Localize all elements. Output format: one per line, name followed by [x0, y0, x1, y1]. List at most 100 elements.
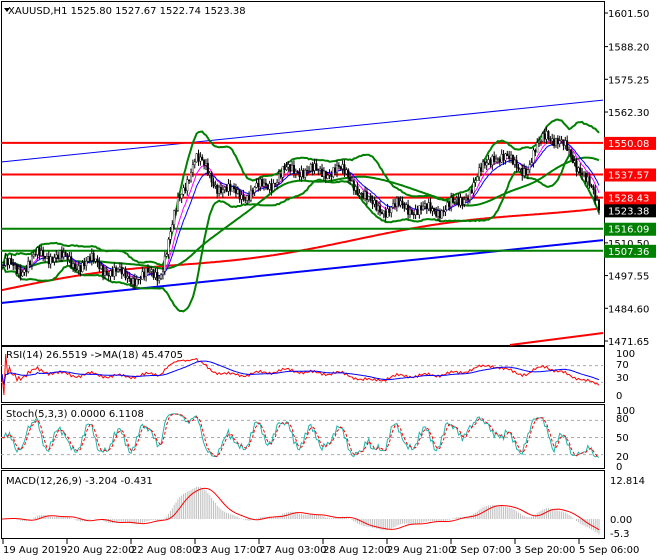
candle	[32, 254, 35, 257]
candle	[341, 164, 344, 169]
dropdown-triangle-icon	[4, 8, 10, 12]
candle	[442, 210, 445, 212]
candle	[270, 183, 273, 191]
candle	[493, 156, 496, 162]
candle	[66, 254, 69, 260]
candle	[2, 264, 5, 266]
macd-title: MACD(12,26,9) -3.204 -0.431	[6, 476, 153, 487]
candle	[437, 210, 440, 217]
candle	[459, 197, 462, 206]
candle	[392, 203, 395, 208]
candle	[240, 194, 243, 200]
candle	[452, 197, 455, 202]
candle	[373, 200, 376, 205]
candle	[562, 139, 565, 146]
candle	[463, 199, 466, 205]
candle	[539, 140, 542, 142]
x-tick-label: 3 Sep 20:00	[515, 545, 575, 556]
y-tick-label: 1588.20	[608, 43, 649, 54]
candle	[438, 210, 441, 219]
candle	[579, 167, 582, 174]
candle	[399, 200, 402, 206]
rsi-ma-line	[1, 360, 600, 385]
candle	[191, 164, 194, 173]
candle	[25, 269, 28, 272]
candle	[103, 271, 106, 276]
price-label-box	[604, 191, 656, 205]
candle	[190, 172, 193, 182]
candle	[216, 184, 219, 194]
candle	[248, 195, 251, 201]
candle	[259, 178, 262, 188]
candle	[70, 256, 73, 268]
candle	[72, 263, 75, 268]
candle	[251, 189, 254, 193]
candle	[79, 265, 82, 272]
candle	[249, 189, 252, 201]
candle	[124, 268, 127, 279]
candle	[169, 231, 172, 240]
ma-long-lower-line	[509, 332, 604, 346]
candle	[40, 250, 43, 256]
candle	[154, 272, 157, 278]
candle	[588, 176, 591, 186]
candle	[300, 170, 303, 178]
candle	[51, 256, 54, 263]
candle	[90, 253, 93, 261]
bollinger-upper	[1, 118, 600, 267]
candle	[199, 156, 202, 162]
candle	[161, 271, 164, 275]
candle	[472, 182, 475, 194]
candle	[350, 180, 353, 182]
x-tick-label: 29 Aug 21:00	[387, 545, 454, 556]
candle	[592, 186, 595, 190]
candle	[165, 254, 168, 257]
candle	[489, 159, 492, 165]
candle	[470, 189, 473, 194]
candle	[263, 182, 266, 187]
y-tick-label: 1601.50	[608, 9, 649, 20]
candle	[100, 265, 103, 269]
candle	[17, 268, 20, 274]
candle	[178, 197, 181, 199]
candle	[429, 202, 432, 212]
candle	[321, 168, 324, 177]
candle	[517, 167, 520, 170]
candle	[77, 265, 80, 271]
candle	[465, 198, 468, 200]
candle	[102, 265, 105, 276]
candle	[502, 154, 505, 161]
candle	[158, 278, 161, 281]
candle	[596, 199, 599, 201]
candle	[337, 164, 340, 167]
candle	[553, 138, 556, 146]
candle	[148, 271, 151, 273]
candle	[193, 161, 196, 165]
candle	[236, 189, 239, 194]
candle	[225, 186, 228, 192]
candle	[358, 193, 361, 196]
candle	[360, 193, 363, 195]
candle	[352, 180, 355, 191]
candle	[395, 198, 398, 207]
candle	[242, 194, 245, 200]
candle	[184, 187, 187, 192]
candle	[425, 203, 428, 210]
candle	[302, 170, 305, 178]
candle	[480, 167, 483, 172]
candle	[231, 186, 234, 192]
candle	[88, 256, 91, 261]
price-label: 1550.08	[608, 139, 649, 150]
candle	[543, 133, 546, 140]
candle	[448, 202, 451, 207]
candle	[122, 268, 125, 275]
candle	[466, 198, 469, 200]
candle	[508, 155, 511, 159]
stoch-tick-label: 0	[616, 462, 622, 473]
candle	[446, 202, 449, 211]
candle	[528, 164, 531, 170]
y-tick-label: 1471.65	[608, 337, 649, 348]
candle	[384, 210, 387, 218]
candle	[255, 182, 258, 188]
